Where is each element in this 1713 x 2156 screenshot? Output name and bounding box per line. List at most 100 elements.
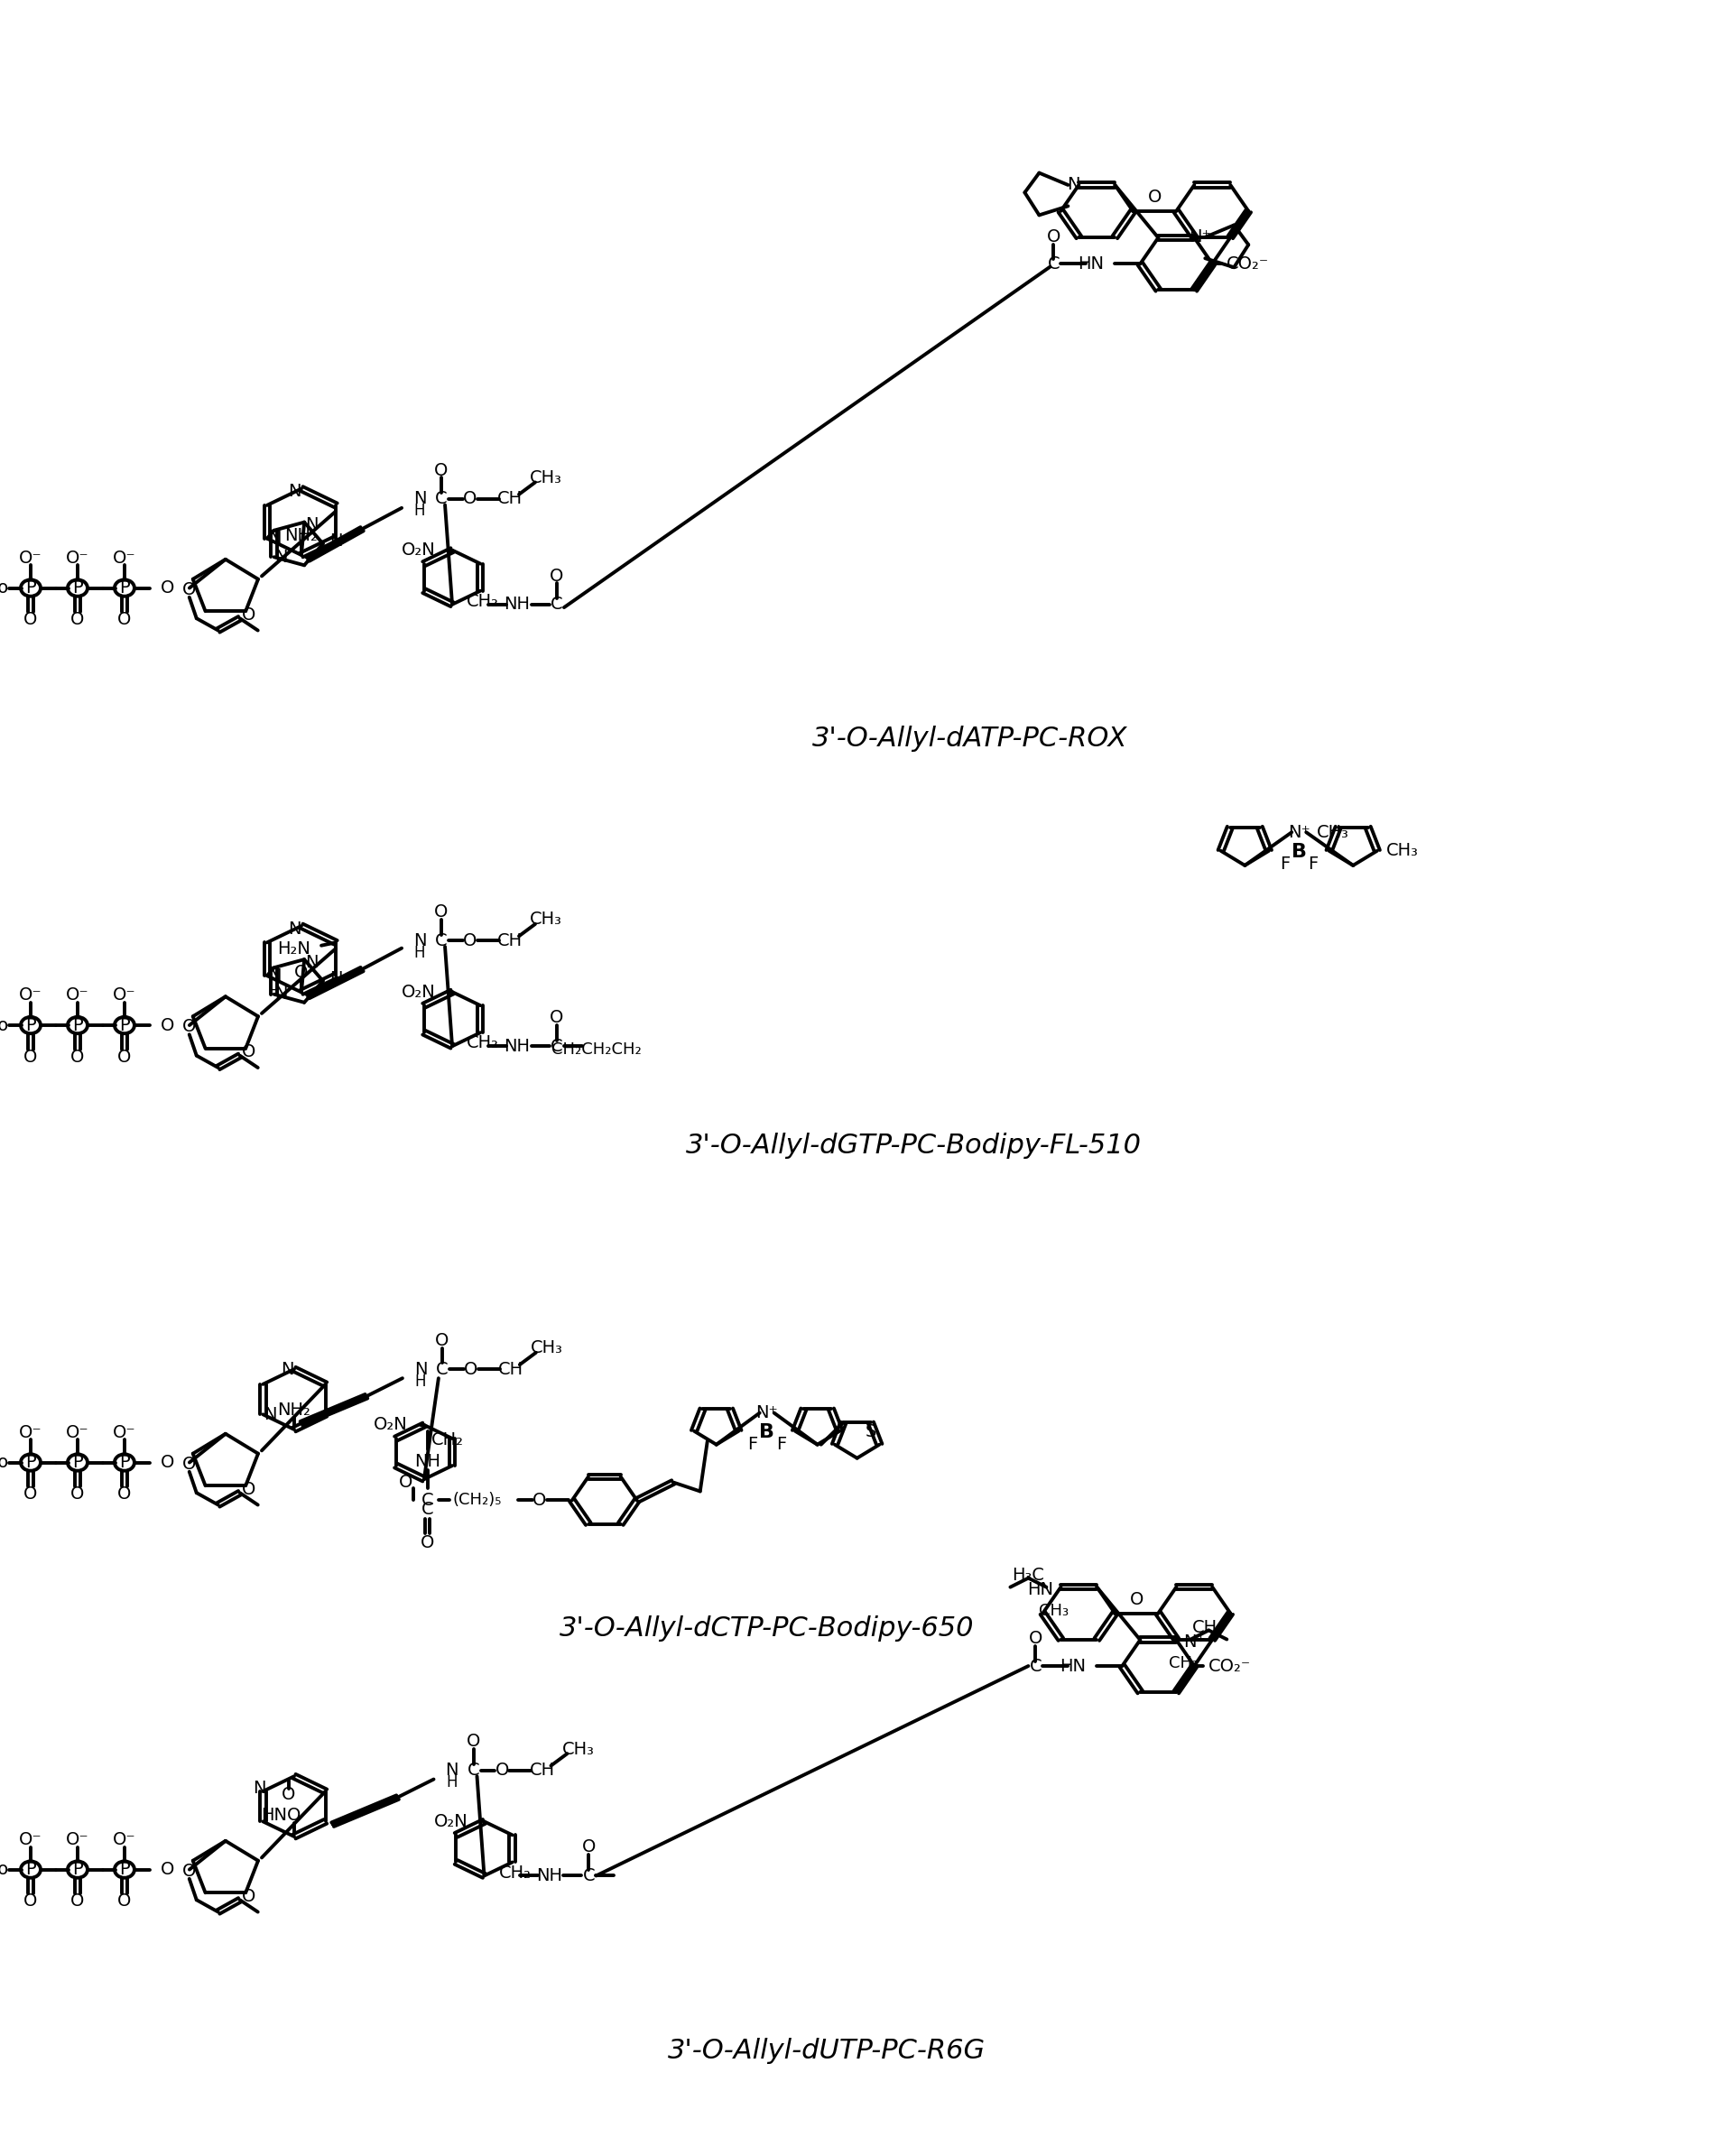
Text: NH: NH: [536, 1867, 562, 1884]
Text: O: O: [24, 1048, 38, 1065]
Text: O⁻: O⁻: [113, 550, 135, 567]
Text: N: N: [329, 533, 343, 550]
Text: CH₂: CH₂: [466, 593, 498, 610]
Text: O: O: [161, 1018, 175, 1035]
Text: N: N: [274, 985, 288, 1003]
Text: CH: CH: [497, 931, 522, 949]
Text: O⁻: O⁻: [67, 550, 89, 567]
Text: CH₃: CH₃: [1316, 824, 1348, 841]
Text: O: O: [182, 582, 197, 597]
Text: O: O: [24, 1485, 38, 1503]
Text: P: P: [120, 1861, 130, 1878]
Text: CH₃: CH₃: [1386, 843, 1418, 860]
Text: CH₃: CH₃: [529, 912, 562, 927]
Text: P: P: [26, 1453, 36, 1470]
Text: N: N: [288, 921, 300, 938]
Text: CH₃: CH₃: [1038, 1604, 1067, 1619]
Text: ⁻o: ⁻o: [0, 1453, 9, 1470]
Text: H: H: [445, 1774, 457, 1789]
Text: N⁺: N⁺: [755, 1404, 778, 1421]
Text: CO₂⁻: CO₂⁻: [1227, 254, 1269, 272]
Text: CH₂: CH₂: [432, 1432, 464, 1449]
Text: H: H: [415, 502, 425, 520]
Text: O: O: [242, 1889, 255, 1904]
Text: N: N: [415, 1360, 427, 1378]
Text: O: O: [1148, 190, 1161, 207]
Text: O: O: [288, 1807, 301, 1824]
Text: O: O: [118, 1485, 132, 1503]
Text: O: O: [70, 1893, 84, 1910]
Text: O: O: [435, 1332, 449, 1350]
Text: O: O: [495, 1761, 509, 1779]
Text: CH₃: CH₃: [1192, 1619, 1225, 1636]
Text: C: C: [421, 1501, 433, 1518]
Text: O₂N: O₂N: [373, 1416, 408, 1434]
Text: C: C: [1047, 254, 1059, 272]
Text: O⁻: O⁻: [67, 1423, 89, 1440]
Text: 3'-O-Allyl-dGTP-PC-Bodipy-FL-510: 3'-O-Allyl-dGTP-PC-Bodipy-FL-510: [685, 1132, 1141, 1160]
Text: O: O: [24, 1893, 38, 1910]
Text: N⁺: N⁺: [1187, 229, 1211, 246]
Text: C: C: [1030, 1658, 1042, 1675]
Text: O: O: [281, 1785, 296, 1802]
Text: O: O: [24, 610, 38, 627]
Text: O: O: [1028, 1630, 1042, 1647]
Text: ⁻o: ⁻o: [0, 1861, 9, 1878]
Text: N⁺: N⁺: [1184, 1634, 1206, 1651]
Text: HN: HN: [1059, 1658, 1086, 1675]
Text: CH: CH: [529, 1761, 555, 1779]
Text: O: O: [70, 610, 84, 627]
Text: CH₃: CH₃: [529, 470, 562, 487]
Text: O⁻: O⁻: [19, 550, 43, 567]
Text: S: S: [865, 1423, 875, 1440]
Text: C: C: [550, 1037, 562, 1054]
Text: O⁻: O⁻: [113, 1423, 135, 1440]
Text: P: P: [72, 1861, 82, 1878]
Text: P: P: [120, 1018, 130, 1035]
Text: N: N: [305, 517, 319, 535]
Text: O⁻: O⁻: [19, 987, 43, 1005]
Text: O: O: [550, 1009, 564, 1026]
Text: N: N: [274, 548, 288, 565]
Text: H: H: [269, 983, 279, 1000]
Text: O: O: [463, 931, 476, 949]
Text: H: H: [415, 944, 425, 962]
Text: CH₃: CH₃: [1168, 1656, 1197, 1671]
Text: N: N: [305, 953, 319, 970]
Text: O: O: [295, 964, 308, 981]
Text: O: O: [582, 1839, 596, 1856]
Text: O: O: [182, 1863, 197, 1880]
Text: CH: CH: [498, 1360, 522, 1378]
Text: N⁺: N⁺: [1286, 824, 1309, 841]
Text: O: O: [1047, 229, 1060, 246]
Text: P: P: [120, 1453, 130, 1470]
Text: O: O: [399, 1475, 413, 1490]
Text: O: O: [70, 1485, 84, 1503]
Text: NH: NH: [415, 1453, 440, 1470]
Text: P: P: [72, 1018, 82, 1035]
Text: O₂N: O₂N: [433, 1813, 468, 1830]
Text: ⁻o: ⁻o: [0, 580, 9, 597]
Text: C: C: [582, 1867, 594, 1884]
Text: CH₂: CH₂: [498, 1865, 531, 1882]
Text: H₂N: H₂N: [278, 940, 310, 957]
Text: HN: HN: [1077, 254, 1103, 272]
Text: P: P: [26, 580, 36, 597]
Text: P: P: [26, 1018, 36, 1035]
Text: CH₃: CH₃: [531, 1339, 562, 1356]
Text: NH: NH: [504, 1037, 529, 1054]
Text: P: P: [72, 1453, 82, 1470]
Text: C: C: [550, 595, 562, 612]
Text: O: O: [118, 1048, 132, 1065]
Text: 3'-O-Allyl-dATP-PC-ROX: 3'-O-Allyl-dATP-PC-ROX: [812, 727, 1127, 752]
Text: CH: CH: [497, 489, 522, 507]
Text: O⁻: O⁻: [67, 1830, 89, 1848]
Text: O: O: [161, 1453, 175, 1470]
Text: O: O: [182, 1455, 197, 1473]
Text: N: N: [264, 1406, 276, 1423]
Text: O₂N: O₂N: [401, 541, 435, 558]
Text: O: O: [433, 461, 449, 479]
Text: F: F: [1307, 856, 1317, 873]
Text: N: N: [252, 1779, 266, 1796]
Text: O: O: [242, 606, 255, 623]
